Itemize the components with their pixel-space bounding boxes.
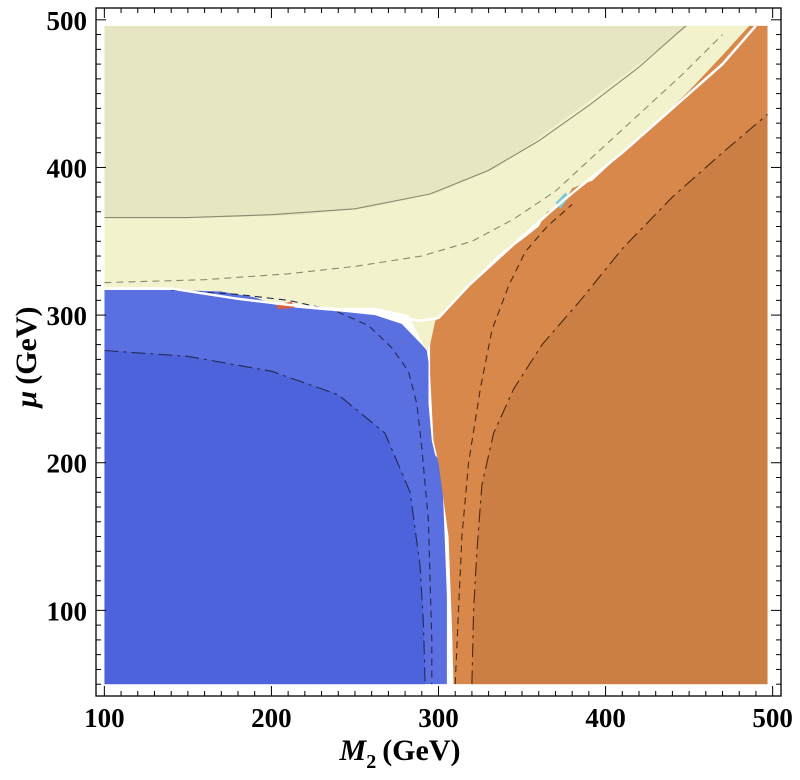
x-axis-label: M2 (GeV) <box>339 734 461 773</box>
x-tick-label: 300 <box>418 703 459 733</box>
y-tick-label: 400 <box>47 153 88 183</box>
contour-wino-dashdot <box>471 113 768 685</box>
contour-boundary-light <box>104 25 757 323</box>
contour-wino-dashed <box>454 203 573 685</box>
contour-bino-dashed <box>104 34 723 284</box>
x-tick-label: 400 <box>585 703 626 733</box>
y-tick-label: 300 <box>47 301 88 331</box>
region-wino-right-darker <box>471 114 768 685</box>
contour-higgsino-dashed <box>171 289 433 685</box>
x-tick-label: 100 <box>84 703 125 733</box>
region-bino-top-darker <box>104 25 690 218</box>
contour-bino-solid <box>104 25 687 219</box>
y-axis-label: μ(GeV) <box>10 307 43 410</box>
y-tick-label: 200 <box>47 449 88 479</box>
region-higgsino-inner-darker <box>104 350 426 685</box>
y-tick-label: 500 <box>47 6 88 36</box>
x-tick-label: 200 <box>251 703 292 733</box>
x-tick-label: 500 <box>752 703 793 733</box>
contour-higgsino-dashdot <box>104 349 426 685</box>
y-tick-label: 100 <box>47 596 88 626</box>
